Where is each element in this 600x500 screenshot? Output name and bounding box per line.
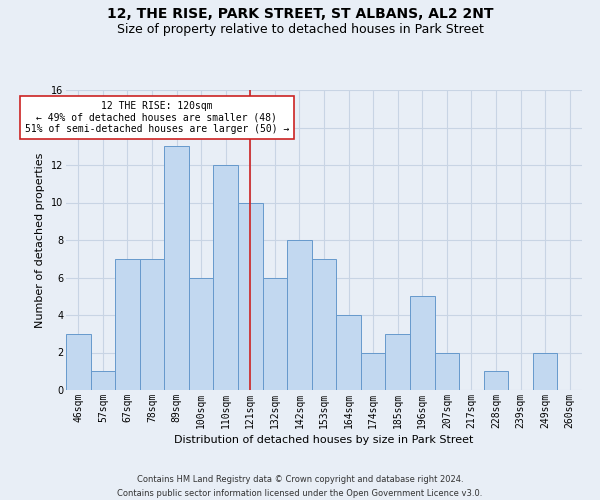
Bar bbox=[533, 352, 557, 390]
Bar bbox=[263, 278, 287, 390]
Bar bbox=[385, 334, 410, 390]
Text: Contains HM Land Registry data © Crown copyright and database right 2024.
Contai: Contains HM Land Registry data © Crown c… bbox=[118, 476, 482, 498]
Bar bbox=[336, 315, 361, 390]
Text: Size of property relative to detached houses in Park Street: Size of property relative to detached ho… bbox=[116, 22, 484, 36]
Text: 12, THE RISE, PARK STREET, ST ALBANS, AL2 2NT: 12, THE RISE, PARK STREET, ST ALBANS, AL… bbox=[107, 8, 493, 22]
Bar bbox=[312, 259, 336, 390]
Bar bbox=[287, 240, 312, 390]
Bar bbox=[238, 202, 263, 390]
Bar bbox=[189, 278, 214, 390]
Bar bbox=[91, 371, 115, 390]
Bar bbox=[410, 296, 434, 390]
Bar bbox=[434, 352, 459, 390]
Bar bbox=[484, 371, 508, 390]
Bar bbox=[214, 165, 238, 390]
Bar bbox=[66, 334, 91, 390]
Text: 12 THE RISE: 120sqm
← 49% of detached houses are smaller (48)
51% of semi-detach: 12 THE RISE: 120sqm ← 49% of detached ho… bbox=[25, 101, 289, 134]
Bar bbox=[361, 352, 385, 390]
Bar bbox=[115, 259, 140, 390]
Y-axis label: Number of detached properties: Number of detached properties bbox=[35, 152, 45, 328]
Bar bbox=[140, 259, 164, 390]
X-axis label: Distribution of detached houses by size in Park Street: Distribution of detached houses by size … bbox=[175, 435, 473, 445]
Bar bbox=[164, 146, 189, 390]
